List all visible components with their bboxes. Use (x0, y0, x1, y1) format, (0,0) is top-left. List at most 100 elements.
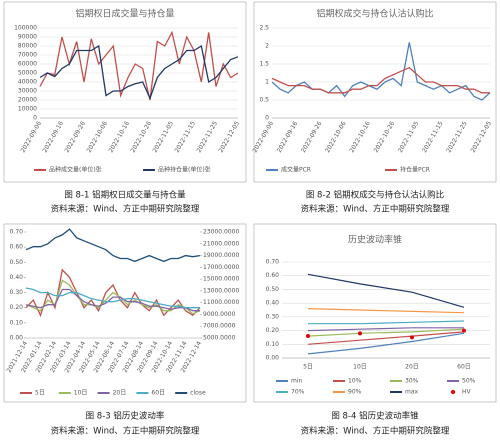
legend-label: 70% (291, 389, 305, 396)
legend-label: 持仓量PCR (400, 166, 430, 174)
line-series (25, 288, 200, 312)
y2-tick-label: 5000.0000 (203, 335, 236, 342)
y-tick-label: 70000 (18, 52, 37, 59)
x-tick-label: 2022-10-26 (130, 120, 154, 154)
line-series (307, 327, 464, 332)
x-tick-label: 2022-11-05 (152, 120, 176, 154)
x-tick-label: 5日 (303, 364, 313, 371)
legend-label: 60日 (151, 390, 165, 397)
y-tick-label: 0.10 (266, 341, 280, 348)
source: 资料来源：Wind、方正中期研究院整理 (301, 426, 450, 437)
y2-tick-label: 15000.0000 (203, 276, 239, 283)
y-tick-label: 1 (265, 79, 269, 86)
y-tick-label: 0.60 (10, 244, 24, 251)
x-tick-label: 2022-10-26 (373, 120, 397, 154)
chart-title: 铝期权日成交量与持仓量 (75, 8, 174, 20)
x-tick-label: 2022-10-16 (348, 120, 372, 154)
y-tick-label: 2.5 (259, 25, 269, 32)
legend-label: min (291, 378, 303, 385)
y-tick-label: 0.70 (266, 259, 280, 266)
legend-label: max (405, 389, 419, 396)
x-tick-label: 2022-09-06 (252, 120, 276, 154)
y2-tick-label: 23000.0000 (203, 229, 239, 236)
y-tick-label: 0.00 (266, 355, 280, 362)
y-tick-label: 0.20 (266, 327, 280, 334)
legend-label: HV (462, 389, 472, 396)
panel (253, 1, 497, 183)
legend-label: 20日 (113, 390, 127, 397)
y-tick-label: 0 (33, 115, 37, 122)
y-tick-label: 80000 (18, 43, 37, 50)
panel (3, 223, 247, 403)
line-series (307, 331, 465, 345)
legend-label: 90% (348, 389, 362, 396)
legend-label: 10% (348, 378, 362, 385)
y-tick-label: 0.50 (266, 286, 280, 293)
caption: 图 8-3 铝历史波动率 (86, 411, 165, 422)
x-tick-label: 2022-11-25 (196, 120, 220, 154)
y-tick-label: 20000 (18, 97, 37, 104)
y-tick-label: 100000 (14, 25, 37, 32)
legend-label: 5日 (35, 390, 45, 397)
legend-swatch (451, 390, 455, 394)
legend-label: 10日 (74, 390, 88, 397)
point (462, 328, 466, 333)
panel (3, 1, 247, 183)
line-series (307, 308, 465, 314)
y-tick-label: 0.50 (10, 259, 24, 266)
line-series (271, 66, 490, 94)
x-tick-label: 2022-10-06 (86, 120, 110, 154)
legend-label: 成交量PCR (281, 166, 311, 174)
y-tick-label: 60000 (18, 61, 37, 68)
y2-tick-label: 19000.0000 (203, 252, 239, 259)
chart-title: 铝期权成交与持仓认沽认购比 (316, 8, 433, 20)
x-tick-label: 2022-09-26 (64, 120, 88, 154)
line-series (308, 320, 465, 325)
line-series (39, 44, 239, 100)
x-tick-label: 2022-11-15 (174, 120, 198, 154)
line-series (25, 287, 200, 309)
y-tick-label: 0.40 (266, 300, 280, 307)
line-series (307, 328, 465, 337)
line-series (39, 30, 239, 101)
x-tick-label: 2022-11-05 (397, 120, 421, 154)
x-tick-label: 2022-11-15 (421, 120, 445, 154)
legend-label: 30% (405, 378, 419, 385)
caption: 图 8-1 铝期权日成交量与持仓量 (64, 190, 186, 201)
line-series (307, 332, 465, 355)
y-tick-label: 0.30 (266, 313, 280, 320)
x-tick-label: 60日 (457, 364, 471, 371)
x-tick-label: 20日 (405, 364, 419, 371)
y2-tick-label: 13000.0000 (203, 287, 239, 294)
y-tick-label: 0.60 (266, 272, 280, 279)
x-tick-label: 2022-12-05 (218, 120, 242, 154)
y-tick-label: 40000 (18, 79, 37, 86)
legend-label: 品种持仓量(单位)张 (158, 166, 211, 174)
y-tick-label: 30000 (18, 88, 37, 95)
y-tick-label: 0.30 (10, 289, 24, 296)
x-tick-label: 10日 (353, 364, 367, 371)
y2-tick-label: 21000.0000 (203, 240, 239, 247)
source: 资料来源：Wind、方正中期研究院整理 (301, 204, 450, 215)
y-tick-label: 0.20 (10, 304, 24, 311)
line-series (271, 42, 491, 101)
caption: 图 8-2 铝期权成交与持仓认沽认购比 (306, 190, 444, 201)
y-tick-label: 0.10 (10, 319, 24, 326)
x-tick-label: 2022-09-06 (20, 120, 44, 154)
y-tick-label: 0.00 (10, 335, 24, 342)
legend-label: close (190, 390, 206, 397)
line-series (25, 268, 201, 318)
x-tick-label: 2022-12-05 (470, 120, 494, 154)
legend-label: 品种成交量(单位)张 (49, 166, 102, 174)
chart-title: 历史波动率锥 (348, 234, 402, 246)
y-tick-label: 0.70 (10, 229, 24, 236)
y2-tick-label: 7000.0000 (203, 323, 236, 330)
x-tick-label: 2022-09-16 (42, 120, 66, 154)
y-tick-label: 90000 (18, 34, 37, 41)
y-tick-label: 1.5 (259, 61, 269, 68)
x-tick-label: 2022-09-26 (300, 120, 324, 154)
y-tick-label: 10000 (18, 106, 37, 113)
y-tick-label: 2 (265, 43, 269, 50)
x-tick-label: 2022-10-16 (108, 120, 132, 154)
